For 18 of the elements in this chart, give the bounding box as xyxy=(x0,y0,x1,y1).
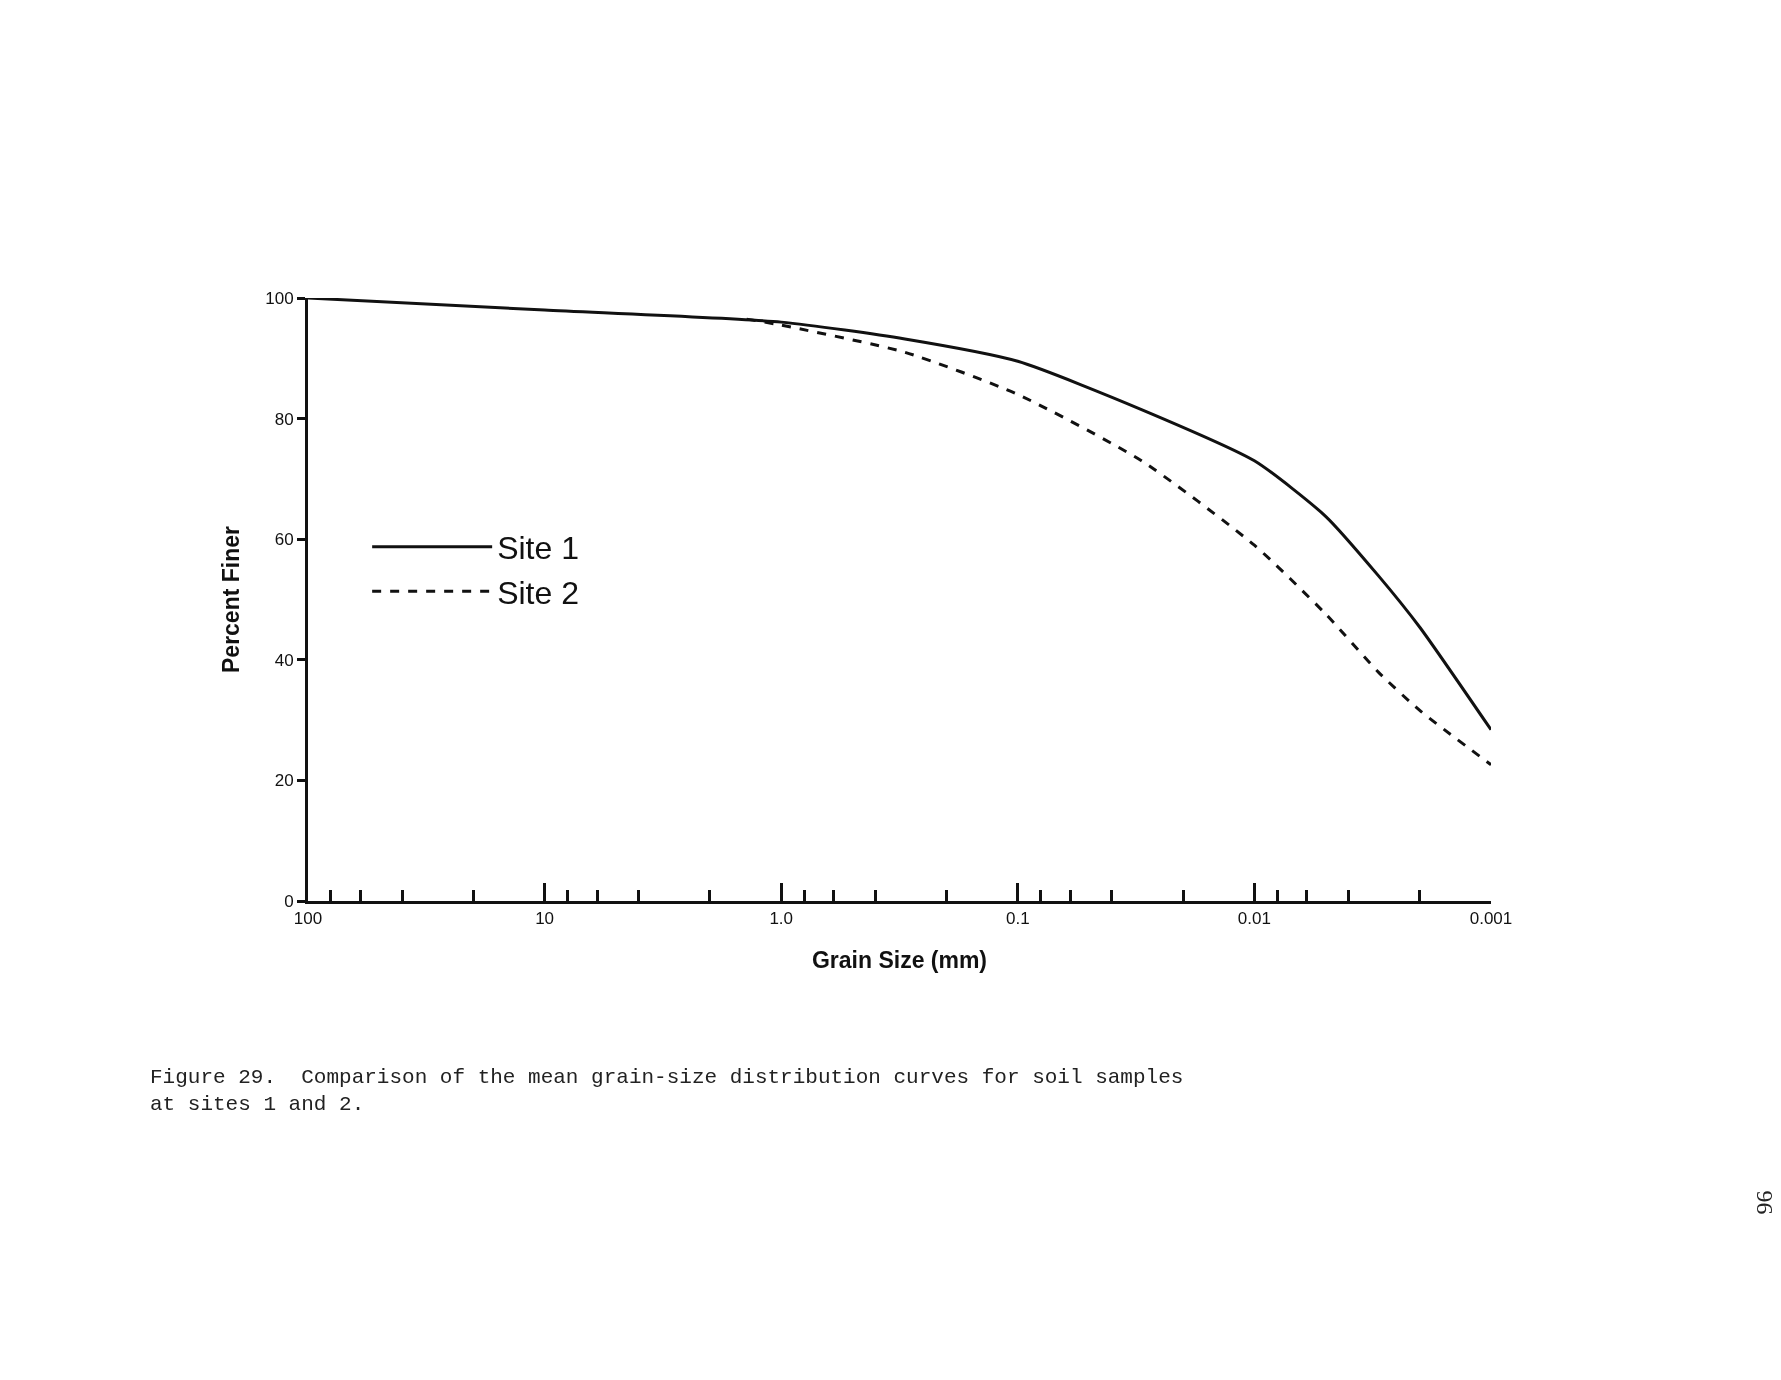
y-tick-label: 100 xyxy=(265,288,294,308)
text: 96 xyxy=(1750,1190,1777,1215)
y-tick-label: 40 xyxy=(274,650,294,670)
y-tick-label: 80 xyxy=(274,409,294,429)
caption: Figure 29. Comparison of the mean grain-size distribution curves for soil samples at sites 1 and 2. xyxy=(150,1066,1184,1117)
x-tick-label: 0.01 xyxy=(1237,909,1271,929)
x-tick-label: 10 xyxy=(535,909,555,929)
x-tick-label: 0.001 xyxy=(1469,909,1513,929)
legend-label: Site 2 xyxy=(497,574,579,611)
legend-label: Site 1 xyxy=(497,530,579,567)
x-tick-label: 0.1 xyxy=(1005,909,1030,929)
y-tick-label: 0 xyxy=(284,891,294,911)
y-tick-label: 20 xyxy=(274,771,294,791)
y-tick-label: 60 xyxy=(274,530,294,550)
x-tick-label: 100 xyxy=(293,909,323,929)
x-tick-label: 1.0 xyxy=(769,909,794,929)
y-axis-title: Percent Finer xyxy=(217,525,244,673)
x-axis-title: Grain Size (mm) xyxy=(811,947,988,973)
